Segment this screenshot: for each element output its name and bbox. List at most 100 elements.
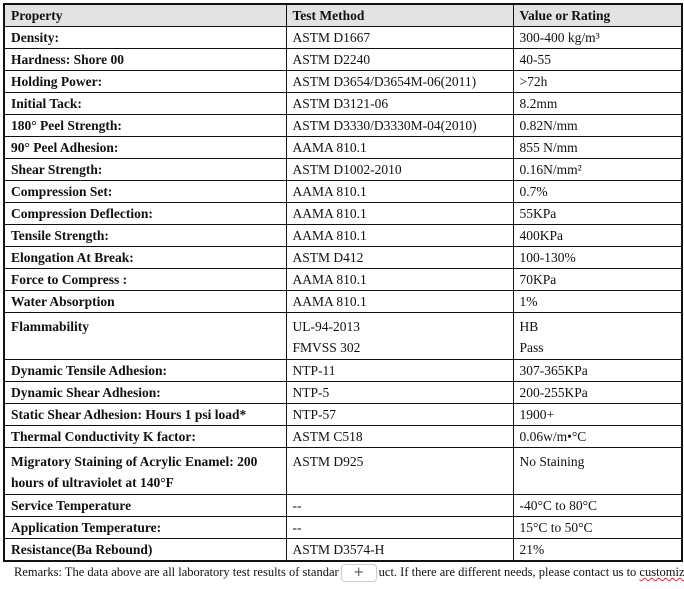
table-row: Compression Set: AAMA 810.1 0.7% (3, 180, 683, 203)
property-cell: Water Absorption (3, 290, 287, 313)
property-cell: Elongation At Break: (3, 246, 287, 269)
value-cell-text: >72h (519, 73, 548, 89)
value-cell: 307-365KPa (512, 359, 683, 382)
table-row: Flammability UL-94-2013 FMVSS 302 HB Pass (3, 312, 683, 360)
header-test-method: Test Method (285, 3, 514, 27)
method-cell-text: UL-94-2013 (292, 319, 361, 334)
value-cell-text: 855 N/mm (519, 139, 578, 155)
value-cell: 300-400 kg/m³ (512, 26, 683, 49)
property-cell: 90° Peel Adhesion: (3, 136, 287, 159)
method-cell-text: ASTM D412 (292, 249, 364, 265)
remarks-part: Remarks: The data above are all laborato… (14, 565, 339, 579)
property-cell-text: Dynamic Shear Adhesion: (11, 384, 161, 400)
table-row: Tensile Strength: AAMA 810.1 400KPa (3, 224, 683, 247)
value-cell-text: 1900+ (519, 406, 555, 422)
value-cell-text: 0.7% (519, 183, 548, 199)
value-cell: >72h (512, 70, 683, 93)
method-cell-text: ASTM C518 (292, 428, 363, 444)
property-cell-text: Tensile Strength: (11, 227, 109, 243)
method-cell: ASTM D925 (285, 447, 514, 495)
method-cell-text: AAMA 810.1 (292, 183, 367, 199)
value-cell: 0.16N/mm² (512, 158, 683, 181)
property-cell-text: Thermal Conductivity K factor: (11, 428, 196, 444)
method-cell-text: AAMA 810.1 (292, 139, 367, 155)
method-cell: AAMA 810.1 (285, 180, 514, 203)
value-cell-text: 40-55 (519, 51, 552, 67)
header-property: Property (3, 3, 287, 27)
table-row: Static Shear Adhesion: Hours 1 psi load*… (3, 403, 683, 426)
value-cell-text: 8.2mm (519, 95, 558, 111)
method-cell-text: -- (292, 519, 302, 535)
value-cell: -40°C to 80°C (512, 494, 683, 517)
property-cell-text: Migratory Staining of Acrylic Enamel: 20… (11, 454, 258, 490)
property-cell-text: Force to Compress : (11, 271, 128, 287)
value-cell-text: HB (519, 319, 539, 334)
value-cell-text: 300-400 kg/m³ (519, 29, 600, 45)
method-cell-text: ASTM D925 (292, 454, 364, 469)
value-cell-text: 0.06w/m•°C (519, 428, 587, 444)
method-cell-text: ASTM D1002-2010 (292, 161, 402, 177)
value-cell: 0.7% (512, 180, 683, 203)
misspelled-word: customizd (639, 565, 684, 579)
property-cell: Compression Deflection: (3, 202, 287, 225)
method-cell: ASTM D412 (285, 246, 514, 269)
property-cell: Dynamic Tensile Adhesion: (3, 359, 287, 382)
table-row: Compression Deflection: AAMA 810.1 55KPa (3, 202, 683, 225)
method-cell: ASTM D2240 (285, 48, 514, 71)
property-cell-text: Application Temperature: (11, 519, 162, 535)
table-row: Shear Strength: ASTM D1002-2010 0.16N/mm² (3, 158, 683, 181)
method-cell-text: AAMA 810.1 (292, 271, 367, 287)
table-row: Force to Compress : AAMA 810.1 70KPa (3, 268, 683, 291)
value-cell-text: 200-255KPa (519, 384, 588, 400)
property-cell: Compression Set: (3, 180, 287, 203)
method-cell: AAMA 810.1 (285, 136, 514, 159)
property-cell-text: Elongation At Break: (11, 249, 134, 265)
value-cell-text: 21% (519, 541, 545, 557)
property-cell-text: Resistance(Ba Rebound) (11, 541, 153, 557)
property-cell: Tensile Strength: (3, 224, 287, 247)
property-cell-text: Static Shear Adhesion: Hours 1 psi load* (11, 406, 247, 422)
value-cell-text: -40°C to 80°C (519, 497, 598, 513)
value-cell-text: 70KPa (519, 271, 557, 287)
method-cell-text: ASTM D3654/D3654M-06(2011) (292, 73, 477, 89)
property-cell: Initial Tack: (3, 92, 287, 115)
table-row: Elongation At Break: ASTM D412 100-130% (3, 246, 683, 269)
value-cell: 55KPa (512, 202, 683, 225)
method-cell-text: FMVSS 302 (292, 340, 361, 355)
value-cell: 1% (512, 290, 683, 313)
method-cell: NTP-57 (285, 403, 514, 426)
method-cell-text: NTP-11 (292, 362, 336, 378)
value-cell-text: 0.82N/mm (519, 117, 578, 133)
value-cell: 70KPa (512, 268, 683, 291)
method-cell-text: ASTM D1667 (292, 29, 371, 45)
property-cell-text: Density: (11, 29, 59, 45)
header-value: Value or Rating (512, 3, 683, 27)
table-row: Dynamic Tensile Adhesion: NTP-11 307-365KP… (3, 359, 683, 382)
table-row: Service Temperature -- -40°C to 80°C (3, 494, 683, 517)
property-cell-text: 180° Peel Strength: (11, 117, 122, 133)
property-cell: Flammability (3, 312, 287, 360)
property-cell: Migratory Staining of Acrylic Enamel: 20… (3, 447, 287, 495)
method-cell-text: ASTM D3574-H (292, 541, 385, 557)
property-cell: Shear Strength: (3, 158, 287, 181)
method-cell: AAMA 810.1 (285, 290, 514, 313)
property-cell-text: 90° Peel Adhesion: (11, 139, 119, 155)
property-cell-text: Initial Tack: (11, 95, 82, 111)
header-row: Property Test Method Value or Rating (3, 3, 683, 27)
properties-table: Property Test Method Value or Rating Den… (3, 3, 683, 562)
property-cell: Holding Power: (3, 70, 287, 93)
add-button[interactable]: + (340, 564, 377, 583)
method-cell-text: AAMA 810.1 (292, 205, 367, 221)
method-cell-text: AAMA 810.1 (292, 293, 367, 309)
method-cell: ASTM D3654/D3654M-06(2011) (285, 70, 514, 93)
property-cell: Resistance(Ba Rebound) (3, 538, 287, 562)
remarks-text: Remarks: The data above are all laborato… (14, 563, 684, 583)
table-row: Density: ASTM D1667 300-400 kg/m³ (3, 26, 683, 49)
method-cell-text: ASTM D3121-06 (292, 95, 389, 111)
method-cell: UL-94-2013 FMVSS 302 (285, 312, 514, 360)
method-cell-text: -- (292, 497, 302, 513)
value-cell-text: No Staining (519, 454, 585, 469)
property-cell-text: Flammability (11, 319, 89, 334)
table-row: 180° Peel Strength: ASTM D3330/D3330M-04(… (3, 114, 683, 137)
value-cell: No Staining (512, 447, 683, 495)
